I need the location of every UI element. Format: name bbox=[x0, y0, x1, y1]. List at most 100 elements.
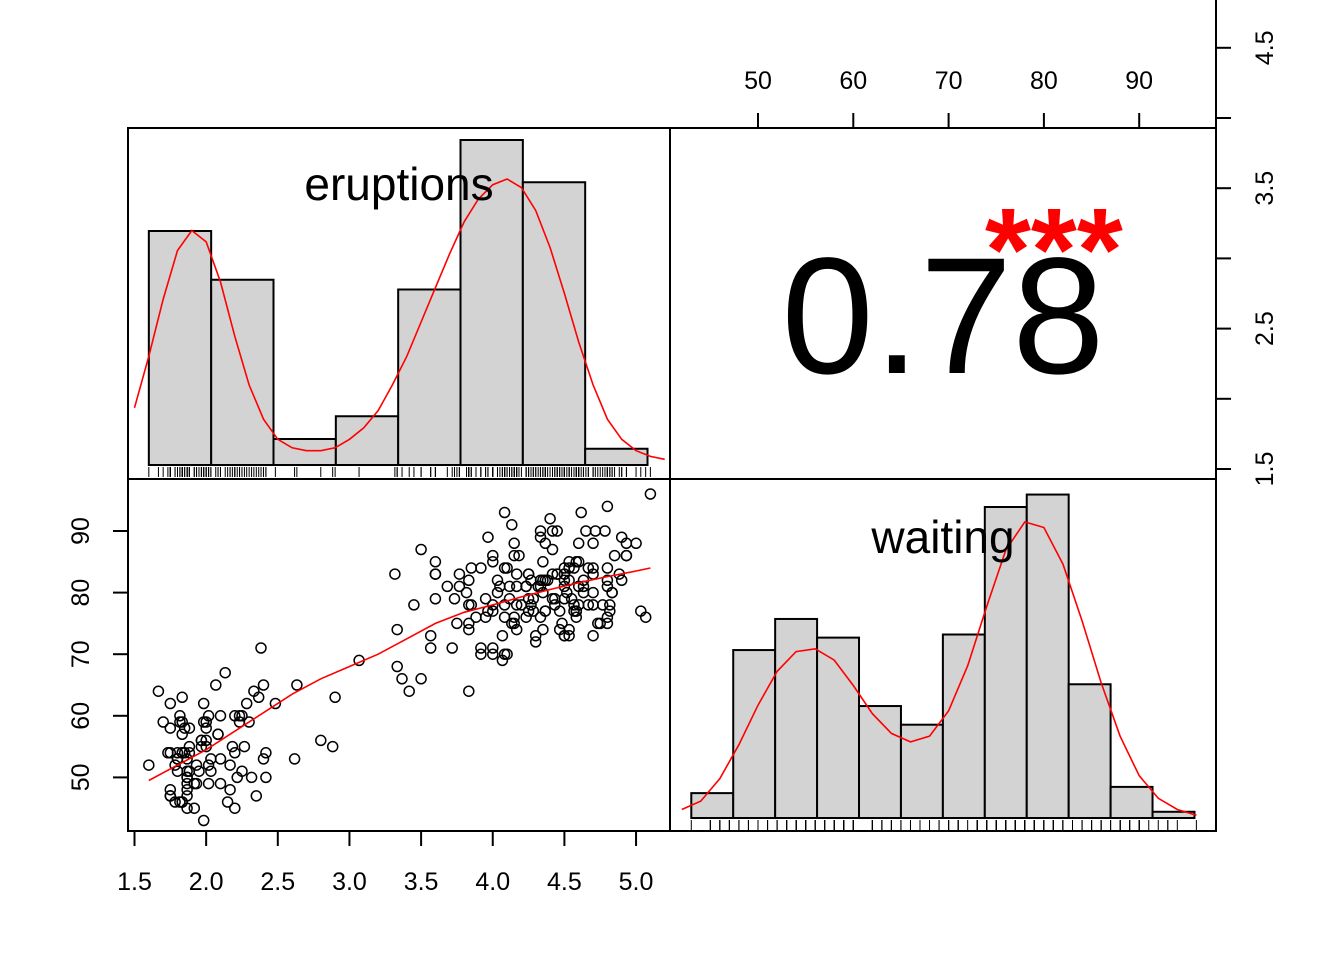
eruptions-bar bbox=[584, 447, 649, 466]
scatter-point bbox=[572, 580, 585, 593]
x-tick-label: 5.0 bbox=[619, 868, 654, 896]
scatter-point bbox=[475, 562, 487, 574]
scatter-point bbox=[403, 685, 415, 697]
scatter-point bbox=[238, 740, 251, 753]
scatter-point bbox=[491, 574, 504, 587]
eruptions-label: eruptions bbox=[304, 158, 493, 210]
waiting-bar bbox=[1025, 493, 1070, 819]
scatter-point bbox=[546, 525, 559, 537]
scatter-point bbox=[448, 593, 461, 605]
scatter-point bbox=[424, 629, 437, 642]
x-tick-label: 3.0 bbox=[332, 868, 367, 896]
scatter-point bbox=[451, 617, 463, 630]
scatter-point bbox=[288, 753, 301, 765]
eruptions-bar bbox=[397, 288, 462, 466]
scatter-point bbox=[563, 629, 575, 642]
scatter-point bbox=[529, 636, 542, 648]
waiting-bar bbox=[1067, 683, 1112, 820]
scatter-point bbox=[453, 580, 466, 593]
waiting-bar bbox=[941, 633, 986, 820]
scatter-point bbox=[508, 617, 520, 630]
scatter-point bbox=[498, 648, 511, 660]
scatter-point bbox=[169, 796, 181, 808]
scatter-point bbox=[164, 722, 177, 734]
scatter-point bbox=[197, 697, 210, 710]
scatter-point bbox=[224, 783, 236, 796]
scatter-point bbox=[269, 697, 282, 710]
scatter-point bbox=[463, 599, 475, 611]
scatter-point bbox=[620, 549, 633, 562]
scatter-point bbox=[183, 765, 196, 777]
scatter-point bbox=[589, 525, 602, 537]
left-tick-label: 90 bbox=[67, 517, 95, 545]
scatter-point bbox=[250, 790, 263, 802]
scatter-point bbox=[214, 710, 227, 722]
axes: 1.5 2.0 2.5 3.0 3.5 4.0 4.5 5.0 50 60 70 80 90 50 60 70… bbox=[67, 0, 1279, 896]
scatter-point bbox=[544, 512, 556, 525]
left-tick-label: 50 bbox=[67, 763, 95, 791]
scatter-point bbox=[587, 537, 599, 550]
scatter-point bbox=[429, 556, 442, 568]
top-tick-label: 70 bbox=[935, 67, 963, 95]
scatter-point bbox=[529, 629, 542, 642]
top-tick-label: 90 bbox=[1125, 67, 1153, 95]
scatter-point bbox=[181, 771, 193, 784]
right-tick-label: 3.5 bbox=[1251, 171, 1279, 206]
scatter-point bbox=[460, 586, 473, 599]
scatter-point bbox=[231, 771, 243, 784]
eruptions-bar bbox=[521, 181, 587, 466]
scatter-point bbox=[475, 648, 487, 660]
scatter-point bbox=[508, 549, 520, 562]
left-tick-label: 70 bbox=[67, 640, 95, 668]
scatter-point bbox=[580, 525, 592, 537]
scatter-point bbox=[193, 765, 205, 777]
scatter-point bbox=[188, 802, 201, 814]
scatter-point bbox=[537, 623, 549, 636]
scatter-point bbox=[463, 617, 475, 630]
scatter-point bbox=[592, 617, 604, 630]
scatter-point bbox=[615, 574, 628, 587]
scatter-point bbox=[556, 617, 568, 630]
waiting-bar bbox=[690, 792, 735, 819]
scatter-point bbox=[558, 580, 571, 593]
scatter-point bbox=[498, 599, 511, 611]
top-tick-label: 60 bbox=[839, 67, 867, 95]
scatter-point bbox=[563, 562, 575, 574]
scatter-point bbox=[568, 599, 580, 611]
scatter-point bbox=[479, 611, 492, 623]
scatter-point bbox=[475, 642, 487, 654]
scatter-point bbox=[255, 642, 267, 654]
x-tick-label: 3.5 bbox=[404, 868, 439, 896]
scatter-point bbox=[197, 814, 210, 827]
scatter-point bbox=[527, 605, 540, 617]
scatter-point bbox=[546, 593, 559, 605]
scatter-point bbox=[537, 556, 549, 568]
scatter-point bbox=[491, 586, 504, 599]
scatter-point bbox=[178, 722, 191, 734]
scatter-point bbox=[257, 679, 270, 691]
scatter-point bbox=[152, 685, 165, 697]
scatter-point bbox=[463, 685, 475, 697]
scatter-point bbox=[236, 710, 248, 722]
scatter-point bbox=[572, 537, 585, 550]
scatter-point bbox=[487, 642, 499, 654]
scatter-point bbox=[248, 685, 260, 697]
x-tick-label: 1.5 bbox=[117, 868, 152, 896]
scatter-point bbox=[214, 777, 227, 790]
scatter-point bbox=[174, 710, 186, 722]
scatter-point bbox=[260, 747, 272, 759]
scatter-point bbox=[487, 605, 499, 617]
scatter-point bbox=[635, 605, 647, 617]
scatter-point bbox=[463, 574, 475, 587]
scatter-point bbox=[453, 568, 466, 580]
top-tick-label: 50 bbox=[744, 67, 772, 95]
scatter-point bbox=[221, 796, 234, 808]
scatter-point bbox=[508, 611, 520, 623]
scatter-point bbox=[525, 599, 537, 611]
scatter-point bbox=[229, 802, 241, 814]
scatter-point bbox=[178, 747, 191, 759]
scatter-point bbox=[534, 525, 547, 537]
scatter-point bbox=[415, 673, 427, 685]
scatter-point bbox=[143, 759, 155, 771]
scatter-point bbox=[190, 759, 203, 771]
